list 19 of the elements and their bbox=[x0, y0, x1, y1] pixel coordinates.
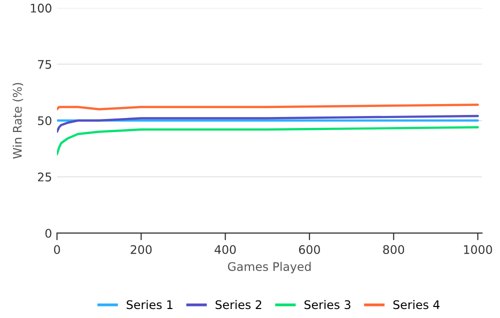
legend-label: Series 1 bbox=[126, 300, 172, 310]
x-tick-label: 400 bbox=[214, 245, 236, 254]
line-series bbox=[57, 114, 479, 133]
x-tick-label: 1000 bbox=[464, 245, 492, 254]
x-tick-label: 800 bbox=[383, 245, 404, 254]
y-axis-title: Win Rate (%) bbox=[12, 82, 24, 159]
x-axis-title: Games Played bbox=[228, 262, 311, 274]
x-tick-label: 200 bbox=[130, 245, 152, 254]
y-tick-label: 75 bbox=[38, 60, 52, 69]
y-tick-label: 50 bbox=[38, 116, 52, 126]
legend-label: Series 4 bbox=[393, 300, 440, 310]
y-tick-label: 100 bbox=[30, 4, 52, 13]
y-tick-label: 0 bbox=[45, 228, 52, 238]
legend-label: Series 2 bbox=[216, 300, 262, 310]
y-tick-label: 25 bbox=[38, 172, 52, 182]
x-tick-label: 600 bbox=[299, 245, 320, 254]
line-series bbox=[57, 126, 479, 156]
legend-label: Series 3 bbox=[304, 300, 350, 310]
x-tick-label: 0 bbox=[54, 245, 60, 254]
